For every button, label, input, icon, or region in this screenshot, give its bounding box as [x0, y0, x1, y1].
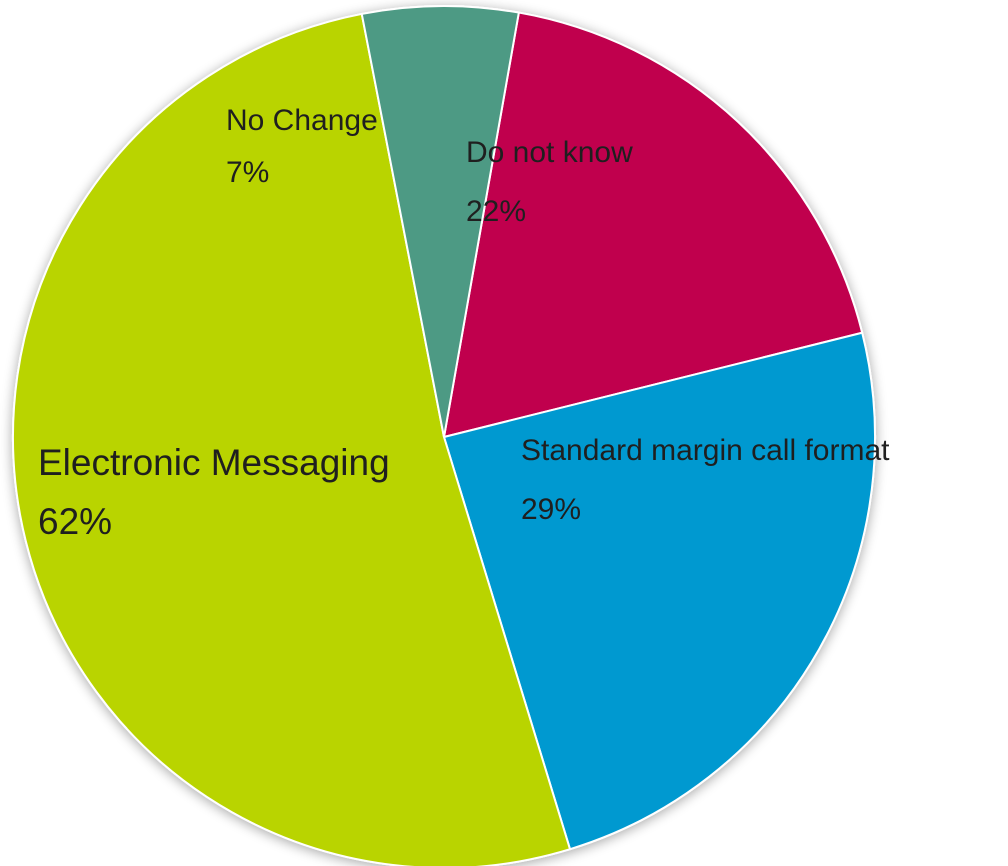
slice-label-standard-margin-call-format: Standard margin call format — [521, 434, 890, 467]
pie-labels: Do not know 22% Standard margin call forma… — [38, 104, 890, 542]
pie-slice-do-not-know — [442, 11, 864, 439]
slice-label-no-change: No Change — [226, 104, 378, 137]
slice-value-standard-margin-call-format: 29% — [521, 493, 581, 526]
slice-label-electronic-messaging: Electronic Messaging — [38, 442, 390, 483]
slice-value-do-not-know: 22% — [466, 195, 526, 228]
pie-slice-standard-margin-call-format — [442, 331, 876, 851]
slice-value-no-change: 7% — [226, 156, 269, 189]
pie-slices — [12, 5, 876, 866]
slice-label-do-not-know: Do not know — [466, 136, 633, 169]
slice-value-electronic-messaging: 62% — [38, 501, 112, 542]
pie-slice-electronic-messaging — [12, 12, 572, 866]
pie-slice-no-change — [360, 5, 520, 438]
